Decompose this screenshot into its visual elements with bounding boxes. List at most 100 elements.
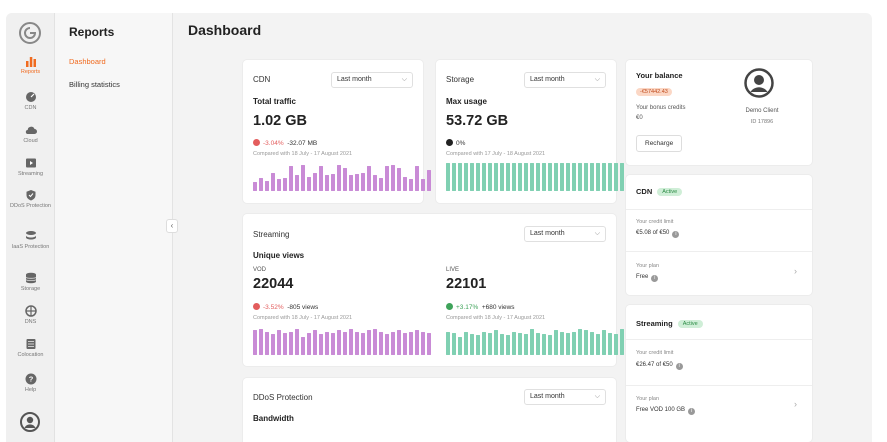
chart-bar xyxy=(536,163,540,191)
change-absolute: +680 views xyxy=(481,304,515,311)
info-icon[interactable]: i xyxy=(651,275,659,282)
plan-name: Free xyxy=(636,274,649,280)
vod-views-chart xyxy=(253,329,431,355)
chart-bar xyxy=(343,168,347,191)
client-id: ID 17896 xyxy=(750,119,774,125)
rail-item-label: CDN xyxy=(24,105,37,111)
metric-label: Max usage xyxy=(446,97,487,106)
rail-item-cloud[interactable]: Cloud xyxy=(6,124,55,145)
chart-bar xyxy=(331,333,335,355)
recharge-button[interactable]: Recharge xyxy=(636,135,683,152)
chart-bar xyxy=(361,333,365,355)
chart-bar xyxy=(337,165,341,191)
chart-bar xyxy=(476,163,480,191)
period-select[interactable]: Last month ⌵ xyxy=(524,72,606,88)
chart-bar xyxy=(385,166,389,191)
card-title: CDN xyxy=(253,75,271,84)
rail-item-colocation[interactable]: Colocation xyxy=(6,338,55,359)
streaming-icon xyxy=(25,158,36,168)
subnav-panel: Reports Dashboard Billing statistics xyxy=(55,13,173,442)
chart-bar xyxy=(361,173,365,191)
period-select[interactable]: Last month ⌵ xyxy=(524,226,606,242)
rail-item-dns[interactable]: DNS xyxy=(6,305,55,326)
chart-bar xyxy=(367,330,371,355)
chart-bar xyxy=(512,332,516,355)
info-icon[interactable]: i xyxy=(675,363,683,370)
period-select-value: Last month xyxy=(530,76,565,83)
chart-bar xyxy=(608,163,612,191)
chart-bar xyxy=(313,173,317,191)
metric-value: 53.72 GB xyxy=(446,113,509,129)
period-select-value: Last month xyxy=(337,76,372,83)
chart-bar xyxy=(409,179,413,191)
plan-label: Your plan xyxy=(636,263,660,269)
period-select[interactable]: Last month ⌵ xyxy=(331,72,413,88)
cdn-card: CDN Last month ⌵ Total traffic 1.02 GB -… xyxy=(243,60,431,203)
cdn-status-card: CDN Active Your credit limit €5.08 of €50… xyxy=(626,175,812,295)
rail-item-iaas[interactable]: IaaS Protection xyxy=(6,230,55,251)
chart-bar xyxy=(271,334,275,355)
subnav-title: Reports xyxy=(69,25,115,39)
ddos-card: DDoS Protection Last month ⌵ Bandwidth xyxy=(243,378,616,442)
rail-item-label: Streaming xyxy=(17,171,44,177)
page-title: Dashboard xyxy=(188,22,262,38)
chart-bar xyxy=(373,329,377,355)
rail-item-help[interactable]: ? Help xyxy=(6,373,55,394)
status-badge: Active xyxy=(677,320,703,328)
chart-bar xyxy=(446,163,450,191)
chart-bar xyxy=(452,333,456,355)
period-select-value: Last month xyxy=(530,393,565,400)
chart-bar xyxy=(542,334,546,355)
chart-bar xyxy=(494,163,498,191)
chart-bar xyxy=(560,163,564,191)
chevron-right-icon: › xyxy=(794,266,797,276)
chart-bar xyxy=(307,333,311,355)
client-name: Demo Client xyxy=(745,108,779,114)
subnav-item-billing-statistics[interactable]: Billing statistics xyxy=(69,80,120,89)
chart-bar xyxy=(506,335,510,355)
info-icon[interactable]: i xyxy=(672,231,680,238)
rail-item-label: Storage xyxy=(20,286,41,292)
chart-bar xyxy=(421,179,425,191)
rail-item-storage[interactable]: Storage xyxy=(6,272,55,293)
divider xyxy=(626,251,812,252)
chart-bar xyxy=(596,163,600,191)
subnav-item-dashboard[interactable]: Dashboard xyxy=(69,57,106,66)
chart-bar xyxy=(283,333,287,355)
chart-bar xyxy=(325,175,329,191)
app-window: Reports CDN Cloud Streaming DDoS Protect… xyxy=(6,13,872,442)
rail-item-reports[interactable]: Reports xyxy=(6,55,55,76)
help-icon: ? xyxy=(25,373,36,385)
rail-item-streaming[interactable]: Streaming xyxy=(6,157,55,178)
info-icon[interactable]: i xyxy=(688,408,696,415)
collapse-sidebar-button[interactable]: ‹ xyxy=(166,219,178,233)
chart-bar xyxy=(578,329,582,355)
chart-bar xyxy=(367,166,371,191)
chart-bar xyxy=(397,330,401,355)
chart-bar xyxy=(259,329,263,355)
balance-card: Your balance -€57442.43 Your bonus credi… xyxy=(626,60,812,165)
streaming-card: Streaming Last month ⌵ Unique views VOD … xyxy=(243,214,624,366)
credit-limit-value: €5.08 of €50 i xyxy=(636,230,680,238)
chart-bar xyxy=(295,329,299,355)
chart-bar xyxy=(620,163,624,191)
chart-bar xyxy=(584,330,588,355)
chart-bar xyxy=(307,177,311,191)
rail-item-cdn[interactable]: CDN xyxy=(6,91,55,112)
chart-bar xyxy=(524,334,528,355)
chart-bar xyxy=(301,165,305,191)
chart-bar xyxy=(446,332,450,355)
chart-bar xyxy=(590,163,594,191)
rail-item-label: Reports xyxy=(20,69,41,75)
rail-item-ddos[interactable]: DDoS Protection xyxy=(6,189,55,210)
period-select-value: Last month xyxy=(530,230,565,237)
change-percent: -3.52% xyxy=(263,304,284,311)
user-avatar-icon[interactable] xyxy=(20,412,40,432)
chart-bar xyxy=(277,330,281,355)
period-select[interactable]: Last month ⌵ xyxy=(524,389,606,405)
storage-usage-chart xyxy=(446,163,624,191)
chart-bar xyxy=(482,332,486,355)
bar-chart-icon xyxy=(25,57,36,67)
chevron-down-icon: ⌵ xyxy=(594,393,600,400)
chart-bar xyxy=(289,332,293,355)
